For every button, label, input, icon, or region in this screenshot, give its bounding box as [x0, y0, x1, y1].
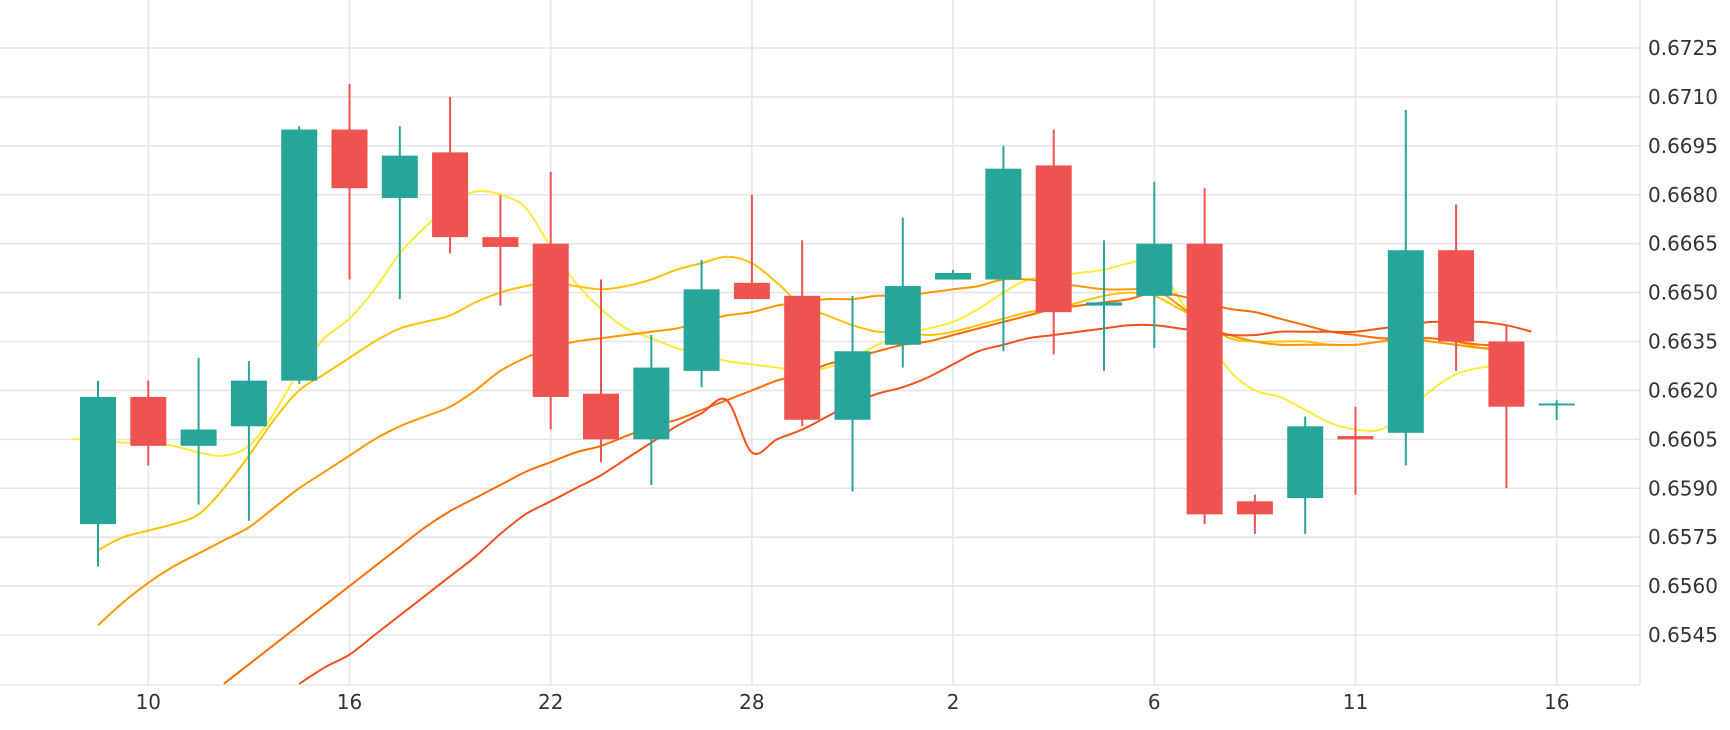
candle-body [1236, 501, 1273, 515]
candle [331, 83, 368, 280]
candle [180, 357, 217, 505]
candle-body [1438, 250, 1475, 342]
candle-body [281, 129, 318, 381]
candle [985, 145, 1022, 352]
candle-body [230, 380, 267, 427]
candle-body [985, 168, 1022, 280]
candle [1186, 188, 1223, 525]
time-tick-label: 22 [538, 690, 563, 714]
candle-body [180, 429, 217, 446]
time-tick-label: 11 [1343, 690, 1368, 714]
time-tick-label: 2 [947, 690, 960, 714]
candle [1337, 406, 1374, 495]
price-tick-label: 0.6560 [1648, 574, 1718, 598]
price-tick-label: 0.6725 [1648, 36, 1718, 60]
candle-body [331, 129, 368, 189]
price-tick-label: 0.6590 [1648, 476, 1718, 500]
candle [1538, 400, 1575, 420]
candle [532, 171, 569, 430]
candle [230, 361, 267, 521]
candle [935, 269, 972, 280]
candle-body [1488, 341, 1525, 407]
candle-body [1035, 165, 1072, 313]
candle [482, 194, 519, 306]
candle [1035, 129, 1072, 355]
price-tick-label: 0.6620 [1648, 378, 1718, 402]
price-tick-label: 0.6575 [1648, 525, 1718, 549]
candle [1438, 204, 1475, 371]
moving-average-line-5 [298, 320, 1532, 685]
candle [1236, 494, 1273, 534]
candle [1136, 181, 1173, 349]
candle [884, 217, 921, 368]
price-axis-labels: 0.6545 0.6560 0.6575 0.6590 0.6605 0.6620 0.66… [1648, 36, 1718, 647]
candle-body [834, 351, 871, 420]
candle [1488, 325, 1525, 489]
price-tick-label: 0.6605 [1648, 427, 1718, 451]
price-tick-label: 0.6680 [1648, 183, 1718, 207]
candle-body [784, 295, 821, 420]
candle-body [1337, 436, 1374, 440]
candle-body [1287, 426, 1324, 499]
candle [633, 334, 670, 485]
candle [583, 279, 619, 463]
candle [381, 126, 418, 300]
candle-body [884, 286, 921, 345]
candle [432, 96, 469, 254]
candle [130, 380, 167, 466]
candle-body [935, 273, 972, 280]
candle-body [532, 243, 569, 397]
candle-body [130, 396, 167, 446]
candle-body [1538, 403, 1575, 406]
price-tick-label: 0.6650 [1648, 281, 1718, 305]
time-tick-label: 28 [739, 690, 764, 714]
candle-body [633, 367, 670, 440]
candle-body [381, 155, 418, 199]
candle [784, 240, 821, 427]
candle [281, 126, 318, 384]
price-tick-label: 0.6635 [1648, 330, 1718, 354]
time-tick-label: 6 [1148, 690, 1161, 714]
time-tick-label: 10 [136, 690, 161, 714]
time-tick-label: 16 [1544, 690, 1569, 714]
candle-body [583, 393, 619, 440]
price-tick-label: 0.6695 [1648, 134, 1718, 158]
candle-body [683, 289, 720, 371]
candle [1287, 416, 1324, 534]
candle-body [1086, 302, 1122, 306]
candle-body [733, 282, 770, 300]
price-tick-label: 0.6545 [1648, 623, 1718, 647]
time-tick-label: 16 [337, 690, 362, 714]
candle [683, 259, 720, 388]
candle [733, 194, 770, 300]
price-tick-label: 0.6665 [1648, 232, 1718, 256]
candles [80, 83, 1575, 567]
candle-body [1136, 243, 1173, 296]
candle-body [432, 152, 469, 238]
candle-body [80, 396, 116, 525]
candle-body [482, 237, 519, 247]
time-axis-labels: 10 16 22 28 2 6 11 16 [136, 690, 1570, 714]
candle [1086, 240, 1122, 371]
candle [834, 295, 871, 492]
candle-body [1186, 243, 1223, 515]
candle-body [1387, 250, 1424, 433]
candle [80, 380, 116, 567]
candle [1387, 109, 1424, 466]
price-tick-label: 0.6710 [1648, 85, 1718, 109]
